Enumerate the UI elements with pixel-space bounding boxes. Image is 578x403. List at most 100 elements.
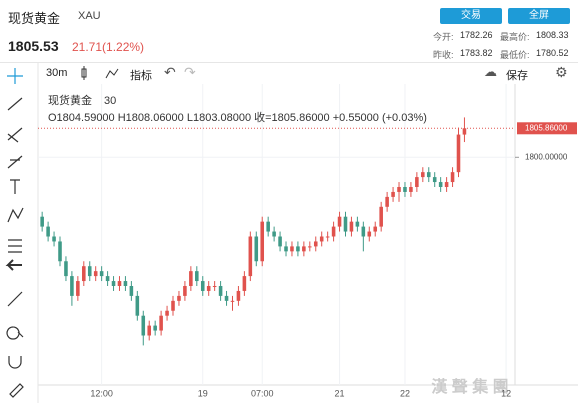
candle-body [308,246,312,248]
candle-body [147,325,152,336]
drawing-toolbar [5,68,24,398]
toolbar-icons [81,66,119,80]
cloud-icon: ☁ [484,64,497,79]
candle-body [105,276,110,282]
candle-body [224,295,229,301]
candle-body [325,236,330,238]
change: 21.71(1.22%) [72,40,145,54]
symbol: XAU [78,10,101,22]
fullscreen-button[interactable]: 全屏 [508,8,570,24]
candle-body [391,191,395,197]
save-button[interactable]: 保存 [506,70,528,82]
candle-body [46,226,50,237]
divider [0,62,578,63]
candle-body [135,295,140,316]
candle-body [302,246,306,252]
candle-body [76,281,80,296]
candle-body [171,300,175,311]
candle-body [361,226,366,237]
candle-body [415,177,419,187]
candle-body [52,236,56,242]
candle-body [212,286,217,287]
candle-body [206,286,211,291]
plot [37,62,578,403]
candle-body [290,246,294,252]
stat-value: 1783.82 [460,48,493,58]
candle-body [141,315,146,336]
candle-body [87,266,92,277]
candle-body [70,276,74,296]
legend-interval: 30 [104,95,116,107]
candle-body [444,182,449,187]
stat-label: 最低价: [500,50,530,60]
x-tick-label: 19 [198,388,208,398]
candle-body [462,128,467,135]
settings-icon[interactable]: ⚙ [555,64,568,80]
candle-body [40,216,44,227]
stat-value: 1782.26 [460,30,493,40]
candle-body [218,286,223,296]
candle-body [111,281,116,286]
candle-body [313,241,318,247]
candle-body [409,187,413,192]
candle-body [379,206,383,227]
candle-body [421,172,425,178]
x-tick-label: 07:00 [251,388,274,398]
candle-body [165,310,169,316]
candle-body [153,325,157,331]
last-price-label: 1805.86000 [525,123,568,132]
redo[interactable]: ↷ [184,64,196,80]
stat-label: 昨收: [433,50,454,60]
legend-name: 现货黄金 [48,93,92,107]
stat-value: 1808.33 [536,30,569,40]
candle-body [319,236,324,242]
candle-body [117,281,122,286]
x-tick-label: 12:00 [90,388,113,398]
candle-body [367,231,372,237]
last-price-badge [517,122,577,135]
interval-button[interactable]: 30m [46,67,68,79]
undo[interactable]: ↶ [164,64,176,80]
candle-body [260,221,265,262]
candle-body [272,231,276,237]
x-tick-label: 21 [335,388,345,398]
candle-body [195,271,199,282]
candle-body [343,216,348,232]
candle-body [266,221,270,232]
trade-button[interactable]: 交易 [440,8,502,24]
candle-body [426,172,431,178]
candle-body [129,286,134,296]
candle-body [254,236,259,262]
candle-body [177,295,181,301]
candle-body [236,290,241,301]
candle-body [93,271,98,277]
candle-body [82,266,86,282]
candle-body [450,172,455,183]
candle-body [64,261,68,277]
candle-body [159,315,163,331]
candle-body [397,187,401,192]
candle-body [278,236,282,247]
stat-value: 1780.52 [536,48,569,58]
stat-label: 今开: [433,32,454,42]
candle-body [385,196,389,207]
candle-body [183,286,187,296]
price: 1805.53 [8,38,59,54]
stat-label: 最高价: [500,32,530,42]
candle-body [331,226,336,237]
candle-body [296,246,300,252]
candle-body [58,241,62,262]
candle-body [349,221,354,232]
candle-body [189,271,193,286]
candle-body [99,271,104,277]
candle-body [123,281,128,286]
candle-body [242,276,247,291]
indicators-button[interactable]: 指标 [130,70,152,82]
watermark: 漢 聲 集 團 [431,377,508,396]
candle-body [337,216,342,227]
candle-body [373,226,378,232]
candle-body [438,182,443,187]
candle-body [248,236,253,277]
